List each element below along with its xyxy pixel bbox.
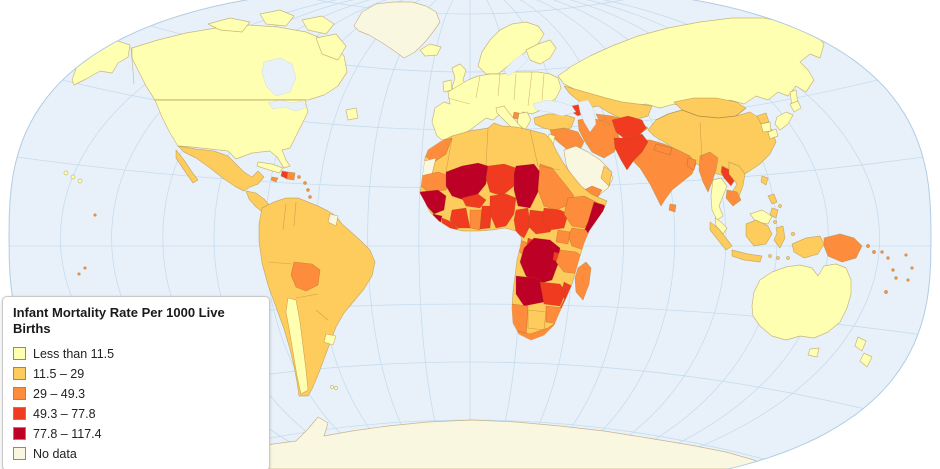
region-usa[interactable] bbox=[154, 99, 309, 169]
region-thailand[interactable] bbox=[710, 177, 728, 221]
region-turkey[interactable] bbox=[533, 113, 576, 132]
region-melanesia[interactable] bbox=[866, 244, 898, 294]
region-south-korea[interactable] bbox=[760, 121, 772, 133]
legend-title: Infant Mortality Rate Per 1000 Live Birt… bbox=[13, 305, 225, 337]
region-uganda[interactable] bbox=[555, 229, 571, 245]
baltic-sea bbox=[503, 53, 529, 77]
region-bolivia[interactable] bbox=[290, 261, 321, 292]
region-australia[interactable] bbox=[751, 263, 852, 341]
region-botswana[interactable] bbox=[527, 309, 547, 331]
region-falklands[interactable] bbox=[330, 385, 338, 390]
region-scandinavia[interactable] bbox=[477, 21, 545, 75]
region-mauritania[interactable] bbox=[420, 171, 451, 193]
region-baja-california[interactable] bbox=[175, 149, 199, 184]
great-lakes bbox=[267, 99, 308, 112]
region-hawaii[interactable] bbox=[63, 170, 83, 184]
legend-item: 49.3 – 77.8 bbox=[13, 407, 259, 421]
region-antarctica[interactable] bbox=[157, 416, 773, 469]
region-togo-benin[interactable] bbox=[479, 205, 493, 230]
legend-swatch bbox=[13, 407, 26, 420]
region-java[interactable] bbox=[731, 249, 763, 263]
hudson-bay bbox=[261, 57, 297, 97]
legend-panel: Infant Mortality Rate Per 1000 Live Birt… bbox=[2, 296, 270, 469]
region-uruguay[interactable] bbox=[323, 333, 337, 346]
legend-swatch bbox=[13, 347, 26, 360]
region-south-sudan[interactable] bbox=[541, 207, 569, 231]
region-europe-mainland[interactable] bbox=[431, 71, 562, 141]
region-papua-new-guinea[interactable] bbox=[823, 233, 863, 263]
region-myanmar[interactable] bbox=[698, 151, 719, 193]
projection-outline bbox=[8, 0, 932, 469]
region-bangladesh[interactable] bbox=[686, 157, 697, 171]
region-madagascar[interactable] bbox=[574, 261, 592, 301]
region-albania[interactable] bbox=[512, 111, 520, 120]
region-cameroon[interactable] bbox=[513, 207, 531, 239]
region-chile[interactable] bbox=[285, 297, 309, 395]
region-caribbean-islands[interactable] bbox=[297, 175, 312, 199]
region-ghana[interactable] bbox=[469, 209, 483, 231]
region-sulawesi[interactable] bbox=[773, 225, 786, 249]
region-oman[interactable] bbox=[600, 165, 613, 187]
region-dominican-republic[interactable] bbox=[286, 171, 296, 181]
region-south-america[interactable] bbox=[258, 197, 376, 397]
region-new-zealand[interactable] bbox=[854, 336, 873, 368]
region-french-guiana[interactable] bbox=[327, 213, 339, 227]
region-nepal[interactable] bbox=[653, 143, 673, 156]
region-jamaica[interactable] bbox=[270, 176, 279, 183]
region-drc[interactable] bbox=[519, 237, 561, 285]
region-niger[interactable] bbox=[485, 163, 517, 197]
region-burkina-faso[interactable] bbox=[461, 193, 487, 209]
region-tasmania[interactable] bbox=[807, 347, 820, 358]
region-japan[interactable] bbox=[767, 100, 802, 140]
legend-item: 29 – 49.3 bbox=[13, 387, 259, 401]
legend-swatch bbox=[13, 447, 26, 460]
legend-item: Less than 11.5 bbox=[13, 347, 259, 361]
region-mexico[interactable] bbox=[177, 145, 265, 192]
legend-item: 11.5 – 29 bbox=[13, 367, 259, 381]
region-malaysia-peninsula[interactable] bbox=[714, 217, 728, 235]
black-sea bbox=[532, 99, 577, 117]
region-mali[interactable] bbox=[445, 162, 489, 201]
region-afghanistan[interactable] bbox=[611, 115, 647, 141]
region-india[interactable] bbox=[621, 139, 697, 207]
region-cuba[interactable] bbox=[256, 161, 284, 174]
region-iceland[interactable] bbox=[419, 43, 442, 57]
legend-item: 77.8 – 117.4 bbox=[13, 427, 259, 441]
legend-swatch bbox=[13, 427, 26, 440]
region-greenland[interactable] bbox=[353, 1, 441, 59]
legend-swatch bbox=[13, 367, 26, 380]
region-west-papua[interactable] bbox=[791, 235, 825, 259]
landmasses bbox=[63, 1, 914, 469]
region-taiwan[interactable] bbox=[760, 175, 769, 186]
region-chad[interactable] bbox=[513, 163, 541, 209]
region-sri-lanka[interactable] bbox=[668, 203, 677, 213]
region-ivory-coast[interactable] bbox=[449, 207, 471, 229]
region-zambia[interactable] bbox=[539, 281, 567, 307]
caspian-sea bbox=[577, 99, 597, 133]
region-finland[interactable] bbox=[525, 39, 557, 65]
region-greece[interactable] bbox=[516, 111, 532, 131]
region-senegal-guinea[interactable] bbox=[419, 189, 447, 215]
north-africa-borders bbox=[445, 127, 561, 173]
region-cambodia[interactable] bbox=[725, 189, 742, 207]
legend-item: No data bbox=[13, 447, 259, 461]
region-nigeria[interactable] bbox=[489, 193, 517, 229]
region-pacific-islands[interactable] bbox=[77, 213, 914, 282]
region-sumatra[interactable] bbox=[709, 221, 733, 251]
legend-swatch bbox=[13, 387, 26, 400]
region-philippines[interactable] bbox=[767, 193, 782, 224]
country-borders bbox=[130, 46, 747, 321]
region-kalimantan[interactable] bbox=[745, 219, 773, 247]
